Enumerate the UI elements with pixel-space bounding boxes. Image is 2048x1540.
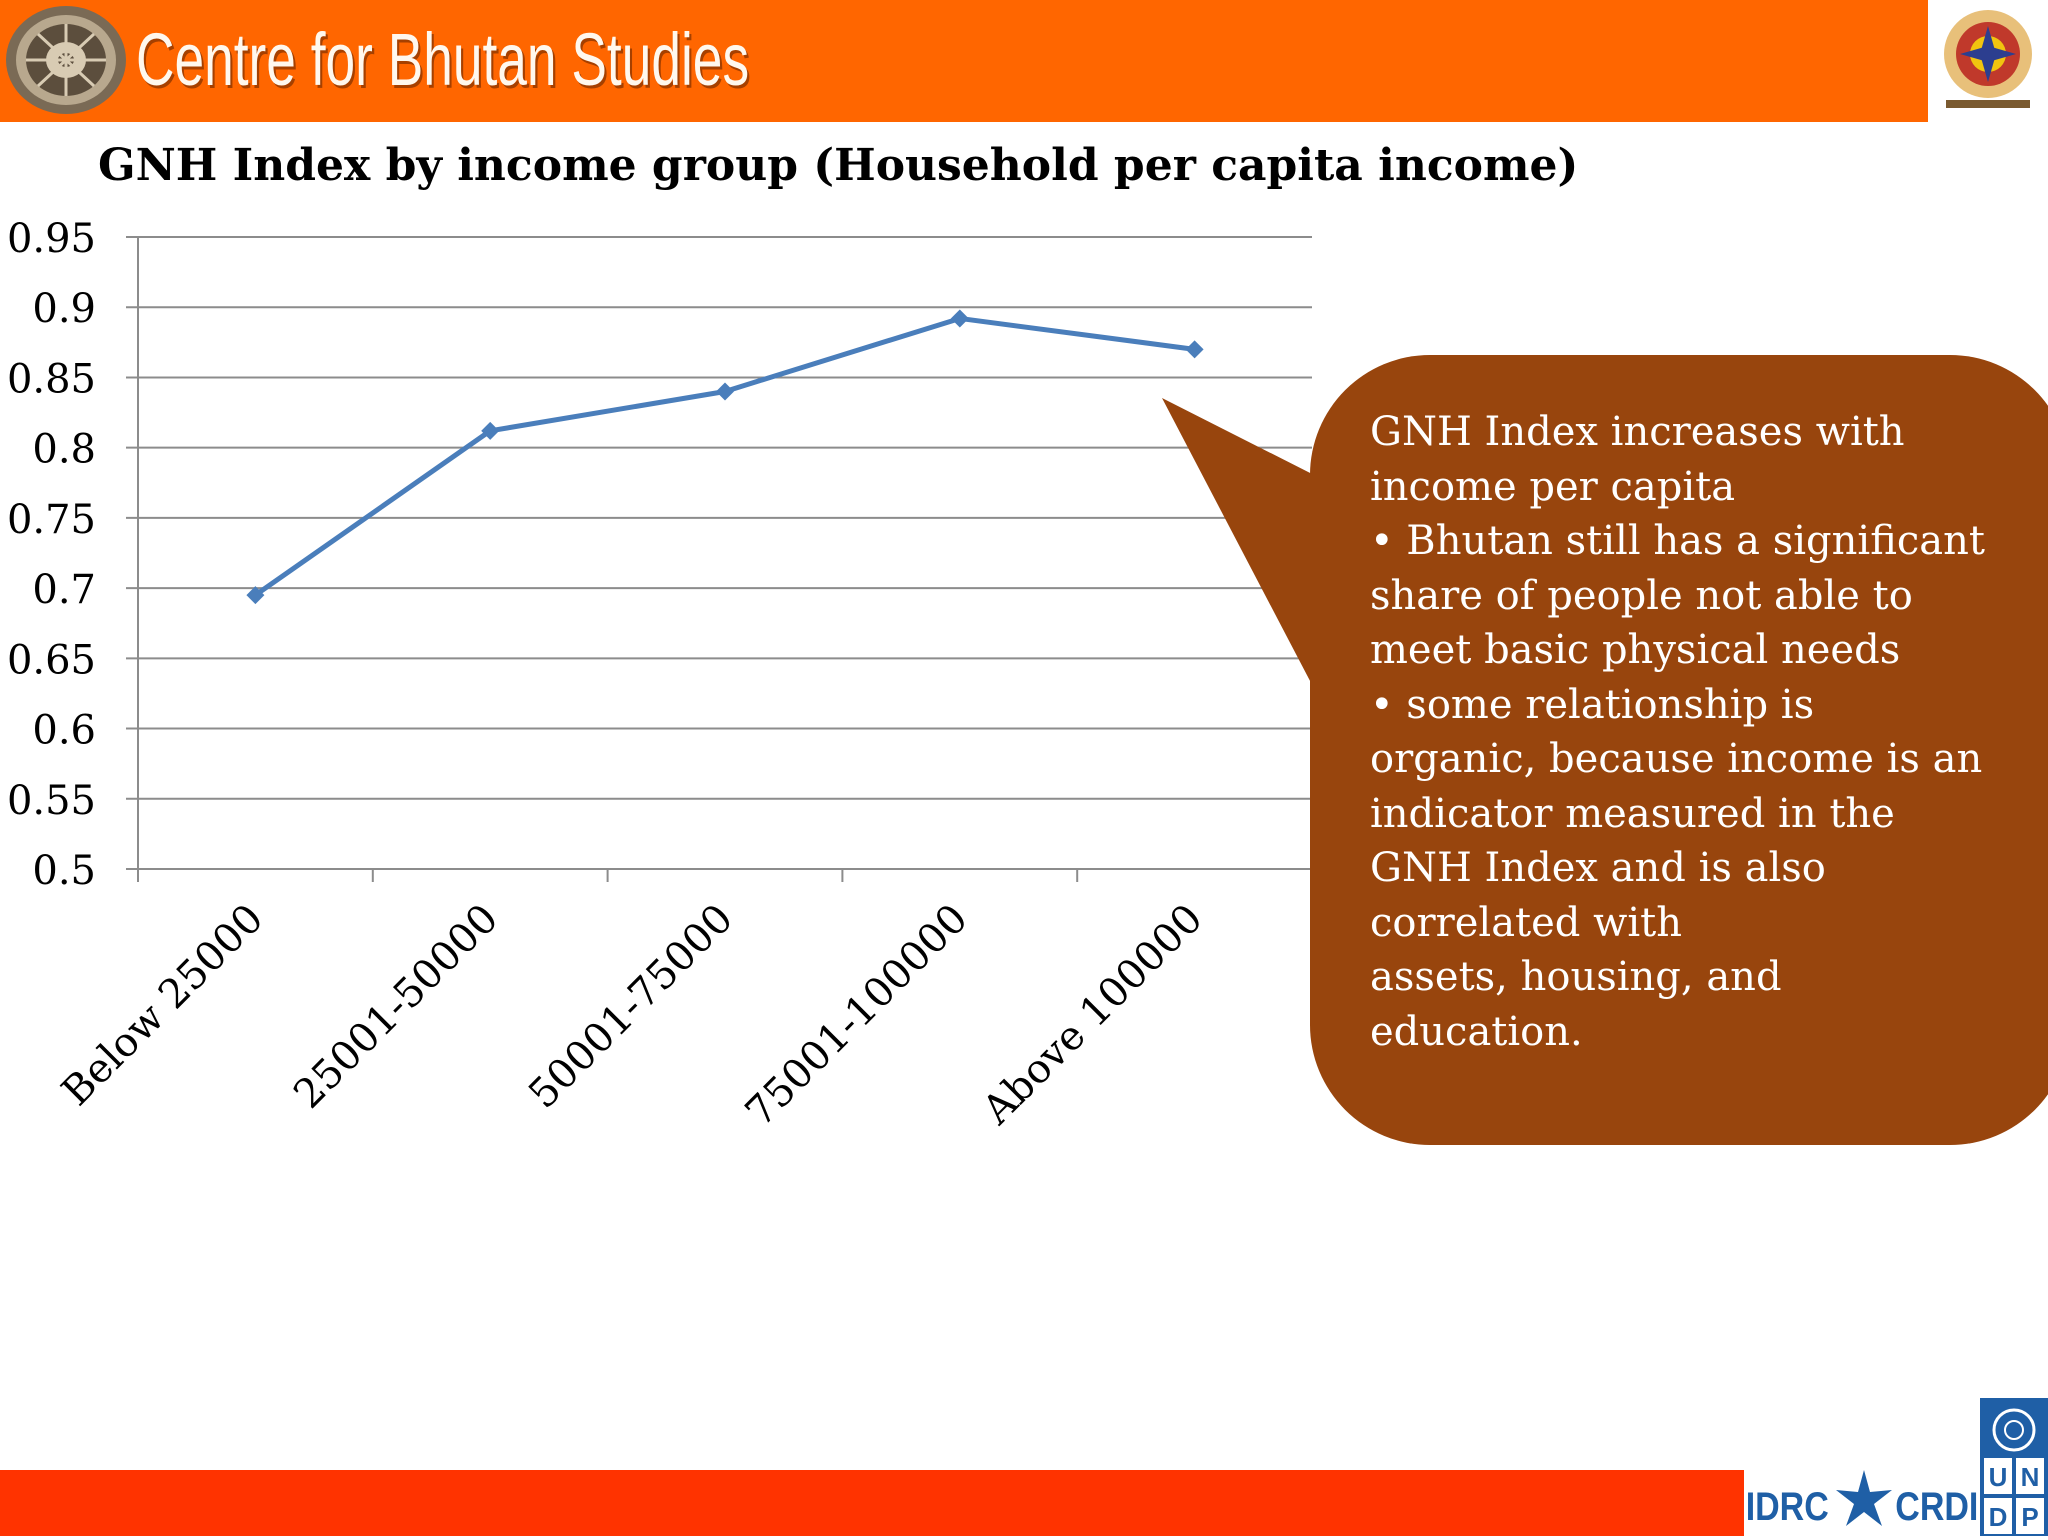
x-tick-marks	[137, 869, 1079, 882]
idrc-logo: IDRC CRDI	[1744, 1462, 1980, 1536]
callout-line: share of people not able to	[1370, 572, 1913, 619]
callout-line: meet basic physical needs	[1370, 627, 1901, 673]
y-tick-label: 0.6	[32, 708, 96, 754]
callout-line: • Bhutan still has a significant	[1370, 518, 1985, 564]
x-tick-label: 25001-50000	[285, 896, 507, 1118]
callout-line: organic, because income is an	[1370, 736, 1983, 782]
dharma-wheel-logo	[6, 6, 126, 114]
data-point	[481, 421, 500, 440]
crdi-label: CRDI	[1895, 1483, 1978, 1528]
idrc-star-icon	[1836, 1470, 1892, 1526]
y-tick-label: 0.55	[7, 778, 96, 824]
data-point	[716, 382, 734, 401]
x-tick-label: Below 25000	[53, 896, 272, 1115]
undp-logo: U N D P	[1980, 1398, 2048, 1536]
y-tick-label: 0.8	[32, 427, 96, 473]
callout-pointer	[1162, 398, 1320, 700]
callout-body	[1310, 355, 2048, 1145]
y-tick-label: 0.5	[32, 848, 96, 894]
line-chart: 0.5 0.55 0.6 0.65 0.7 0.75 0.8 0.85 0.9 0.95 Belo…	[7, 216, 1312, 1136]
undp-logo-icon: U N D P	[1984, 1408, 2044, 1534]
callout-line: GNH Index increases with	[1370, 409, 1905, 455]
y-tick-labels: 0.5 0.55 0.6 0.65 0.7 0.75 0.8 0.85 0.9 0.95	[7, 216, 96, 894]
y-tick-label: 0.65	[7, 637, 96, 683]
idrc-crdi-logo: IDRC CRDI	[1746, 1470, 1978, 1529]
chart-title: GNH Index by income group (Household per…	[98, 140, 1579, 191]
data-point	[1185, 340, 1204, 359]
header-title: Centre for Bhutan Studies	[136, 18, 750, 101]
callout-line: correlated with	[1370, 899, 1682, 946]
callout-line: indicator measured in the	[1370, 790, 1895, 837]
data-point	[950, 309, 969, 328]
footer-bar	[0, 1470, 1744, 1536]
header-bar: Centre for Bhutan Studies	[0, 0, 2048, 122]
undp-letter-p: P	[2021, 1502, 2038, 1532]
y-tick-label: 0.85	[7, 356, 96, 402]
y-tick-label: 0.75	[7, 497, 96, 543]
callout-text: GNH Index increases with income per capit…	[1370, 405, 1990, 1059]
grid-lines	[126, 236, 1312, 881]
callout-line: GNH Index and is also	[1370, 845, 1826, 891]
callout-line: education.	[1370, 1008, 1583, 1055]
undp-letter-d: D	[1989, 1502, 2008, 1532]
callout-line: income per capita	[1370, 463, 1736, 510]
series-line	[253, 315, 1195, 598]
series-group	[246, 309, 1204, 605]
undp-letter-u: U	[1989, 1462, 2008, 1492]
x-tick-label: 75001-100000	[737, 896, 977, 1136]
data-point	[246, 586, 265, 605]
y-tick-label: 0.95	[7, 216, 96, 262]
undp-letter-n: N	[2021, 1462, 2040, 1492]
callout-line: • some relationship is	[1370, 681, 1815, 728]
x-tick-label: 50001-75000	[520, 896, 742, 1118]
callout-line: assets, housing, and	[1370, 954, 1782, 1000]
x-tick-labels: Below 25000 25001-50000 50001-7500075001-1…	[53, 896, 1212, 1136]
emblem-box	[1928, 0, 2048, 122]
idrc-label: IDRC	[1746, 1483, 1829, 1528]
bhutan-emblem-icon	[1944, 10, 2032, 108]
y-tick-label: 0.9	[32, 286, 96, 332]
y-tick-label: 0.7	[32, 567, 96, 613]
callout-shape	[1162, 355, 2048, 1145]
